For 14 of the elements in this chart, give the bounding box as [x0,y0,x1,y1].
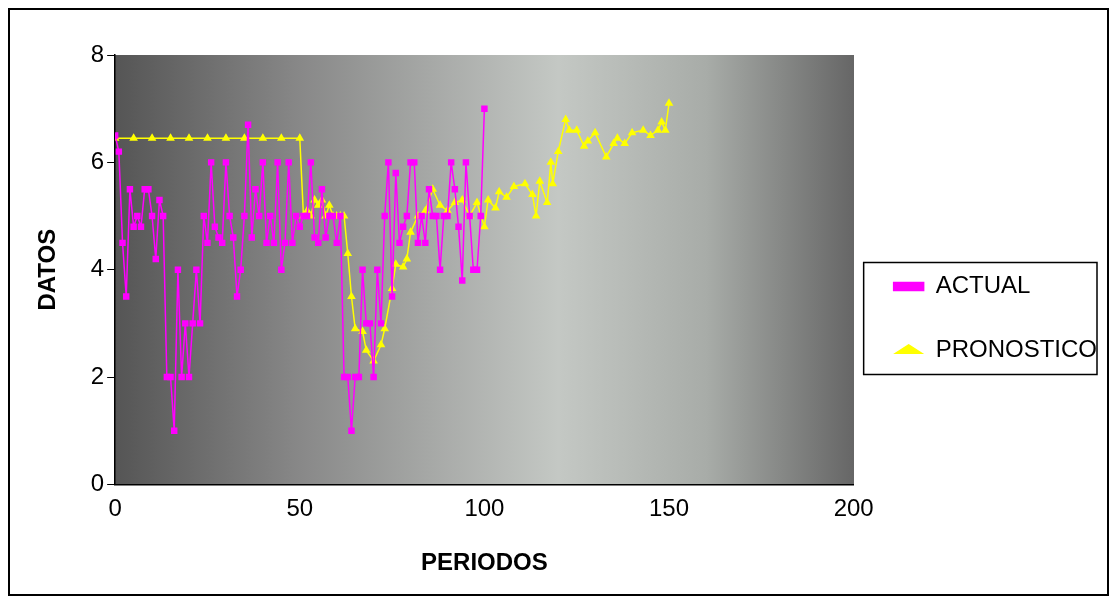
y-axis-title: DATOS [33,228,61,311]
x-axis-title: PERIODOS [421,548,548,576]
x-tick-label: 50 [286,494,314,522]
legend-label: PRONOSTICO [935,335,1097,363]
x-tick-label: 100 [464,494,505,522]
x-tick-label: 0 [108,494,122,522]
x-tick-label: 150 [649,494,690,522]
legend-label: ACTUAL [935,271,1031,299]
y-tick-label: 2 [90,361,105,389]
x-tick-label: 200 [833,494,874,522]
y-tick-label: 6 [90,146,105,174]
y-tick-label: 0 [90,469,105,497]
y-tick-label: 4 [90,254,105,282]
y-tick-label: 8 [90,39,105,67]
